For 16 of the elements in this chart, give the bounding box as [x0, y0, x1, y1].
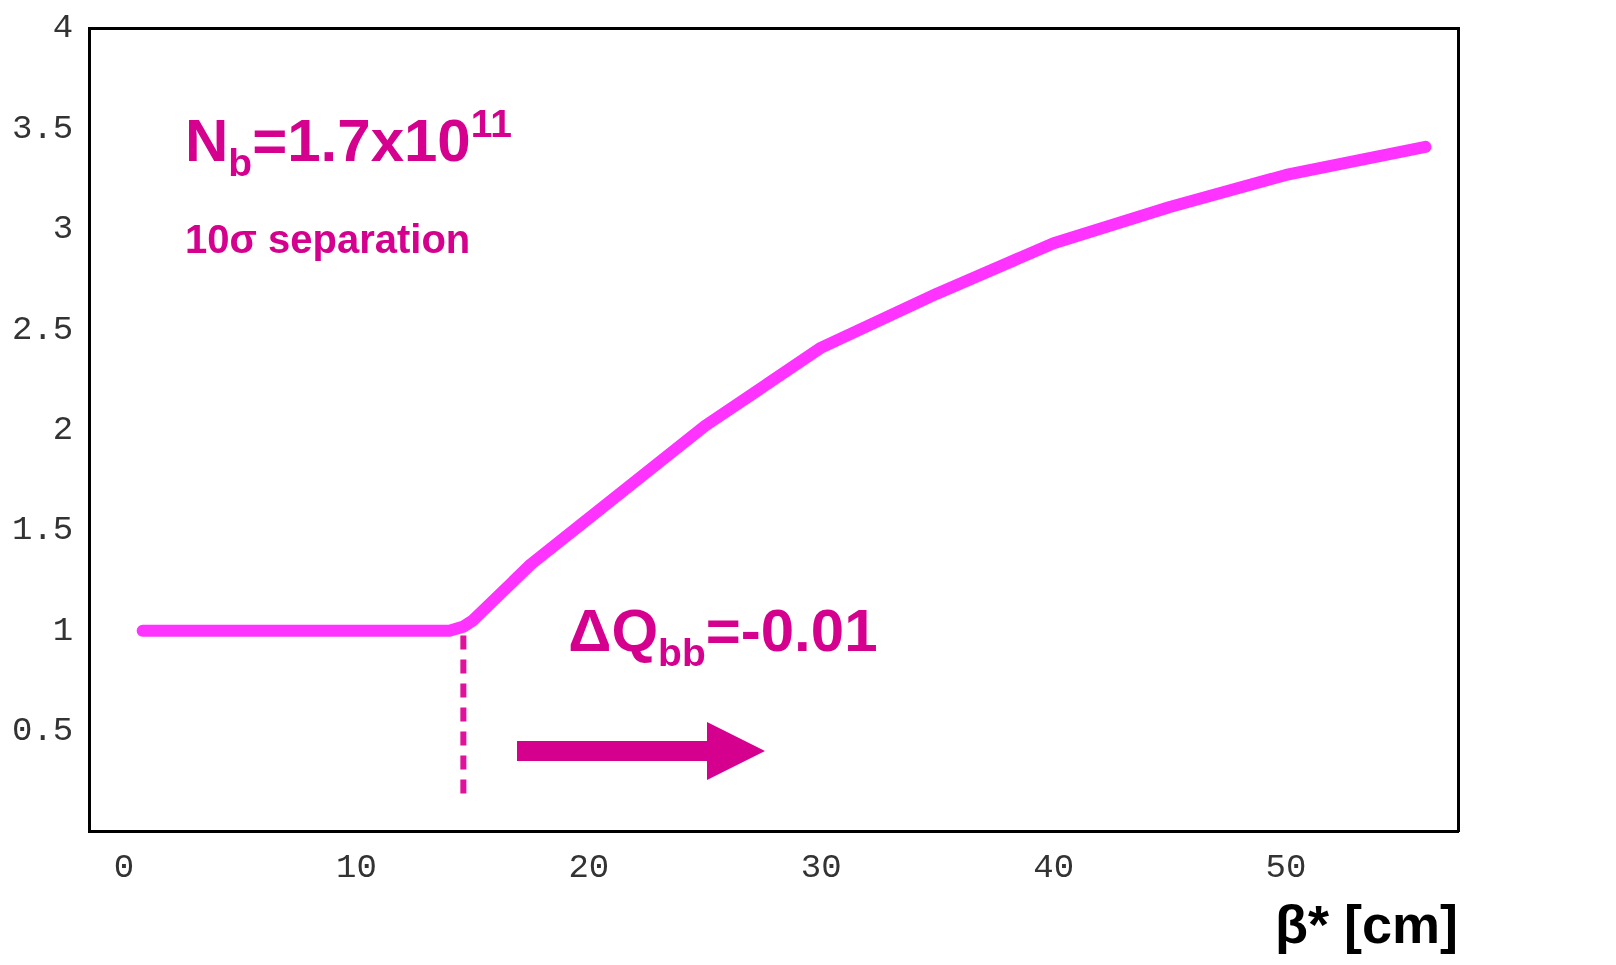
x-tick-label: 40 [1033, 848, 1075, 887]
x-axis-title: β* [cm] [1275, 894, 1458, 955]
y-tick-label: 3.5 [11, 109, 74, 148]
y-tick-label: 2.5 [11, 310, 74, 349]
x-tick-label: 30 [800, 848, 842, 887]
y-tick-label: 2 [52, 410, 74, 449]
y-tick-label: 1.5 [11, 511, 74, 550]
y-tick-label: 0.5 [11, 712, 74, 751]
y-tick-label: 3 [52, 210, 74, 249]
x-tick-label: 20 [568, 848, 610, 887]
y-tick-label: 1 [52, 611, 74, 650]
y-tick-label: 4 [52, 9, 74, 48]
x-tick-label: 50 [1265, 848, 1307, 887]
x-tick-label: 10 [336, 848, 377, 887]
annotation: 10σ separation [185, 217, 471, 262]
x-tick-label: 0 [113, 848, 135, 887]
